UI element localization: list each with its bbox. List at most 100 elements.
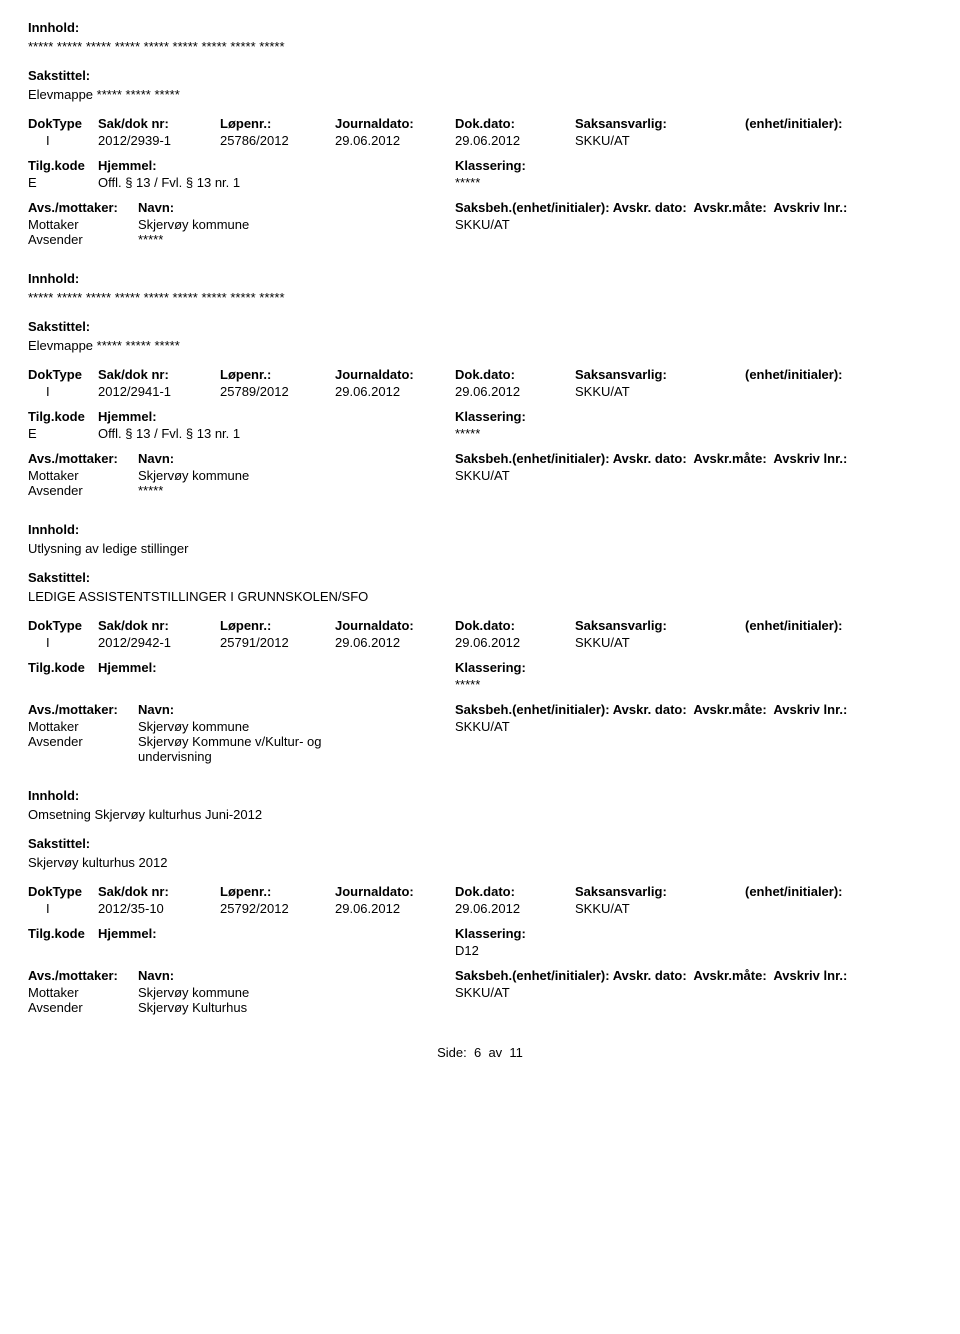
innhold-text: ***** ***** ***** ***** ***** ***** ****…	[28, 290, 932, 305]
meta-header: DokType Sak/dok nr: Løpenr.: Journaldato…	[28, 618, 932, 633]
mottaker-label: Mottaker	[28, 985, 138, 1000]
hjemmel-value	[98, 943, 455, 958]
record: Innhold: Utlysning av ledige stillinger …	[28, 522, 932, 764]
innhold-label: Innhold:	[28, 522, 932, 537]
tilgkode-label: Tilg.kode	[28, 926, 98, 941]
klassering-value: D12	[455, 943, 932, 958]
avsender-navn: *****	[138, 483, 455, 498]
avskrmate-label: Avskr.måte:	[693, 968, 766, 983]
avskrdato-label: Avskr. dato:	[613, 451, 687, 466]
enhet-value	[745, 384, 932, 399]
saksbeh-header: Saksbeh.(enhet/initialer): Avskr. dato: …	[455, 702, 932, 717]
page: Innhold: ***** ***** ***** ***** ***** *…	[0, 0, 960, 1080]
avs-header: Avs./mottaker: Navn: Saksbeh.(enhet/init…	[28, 200, 932, 215]
mottaker-navn: Skjervøy kommune	[138, 719, 455, 734]
saksansvarlig-value: SKKU/AT	[575, 635, 745, 650]
meta-header: DokType Sak/dok nr: Løpenr.: Journaldato…	[28, 116, 932, 131]
doktype-value: I	[28, 384, 98, 399]
dokdato-label: Dok.dato:	[455, 367, 575, 382]
saksbeh-label: Saksbeh.(enhet/initialer):	[455, 451, 610, 466]
lopenr-value: 25792/2012	[220, 901, 335, 916]
hjemmel-value: Offl. § 13 / Fvl. § 13 nr. 1	[98, 426, 455, 441]
innhold-text: Omsetning Skjervøy kulturhus Juni-2012	[28, 807, 932, 822]
journaldato-label: Journaldato:	[335, 884, 455, 899]
enhet-value	[745, 901, 932, 916]
klassering-label: Klassering:	[455, 158, 932, 173]
sakdok-label: Sak/dok nr:	[98, 367, 220, 382]
sakstittel-label: Sakstittel:	[28, 570, 932, 585]
hjemmel-value	[98, 677, 455, 692]
avsender-navn: *****	[138, 232, 455, 247]
dokdato-value: 29.06.2012	[455, 635, 575, 650]
saksbeh-label: Saksbeh.(enhet/initialer):	[455, 200, 610, 215]
mottaker-navn: Skjervøy kommune	[138, 985, 455, 1000]
lopenr-value: 25786/2012	[220, 133, 335, 148]
saksbeh-value: SKKU/AT	[455, 468, 932, 483]
innhold-label: Innhold:	[28, 20, 932, 35]
journaldato-value: 29.06.2012	[335, 133, 455, 148]
sakstittel-text: Elevmappe ***** ***** *****	[28, 87, 932, 102]
avsender-label: Avsender	[28, 1000, 138, 1015]
sakstittel-label: Sakstittel:	[28, 68, 932, 83]
avs-header: Avs./mottaker: Navn: Saksbeh.(enhet/init…	[28, 968, 932, 983]
saksbeh-value: SKKU/AT	[455, 217, 932, 232]
avsender-line: Avsender *****	[28, 483, 932, 498]
sakdok-value: 2012/2942-1	[98, 635, 220, 650]
avsender-navn: Skjervøy Kulturhus	[138, 1000, 455, 1015]
navn-label: Navn:	[138, 451, 455, 466]
innhold-label: Innhold:	[28, 788, 932, 803]
avsmottaker-label: Avs./mottaker:	[28, 200, 138, 215]
doktype-label: DokType	[28, 618, 98, 633]
journaldato-label: Journaldato:	[335, 618, 455, 633]
saksbeh-label: Saksbeh.(enhet/initialer):	[455, 702, 610, 717]
mottaker-line: Mottaker Skjervøy kommune SKKU/AT	[28, 468, 932, 483]
meta-values: I 2012/35-10 25792/2012 29.06.2012 29.06…	[28, 901, 932, 916]
sakstittel-label: Sakstittel:	[28, 836, 932, 851]
navn-label: Navn:	[138, 702, 455, 717]
avsmottaker-label: Avs./mottaker:	[28, 451, 138, 466]
avs-header: Avs./mottaker: Navn: Saksbeh.(enhet/init…	[28, 702, 932, 717]
lopenr-value: 25789/2012	[220, 384, 335, 399]
tilg-values: D12	[28, 943, 932, 958]
sakstittel-text: Elevmappe ***** ***** *****	[28, 338, 932, 353]
record: Innhold: Omsetning Skjervøy kulturhus Ju…	[28, 788, 932, 1015]
record: Innhold: ***** ***** ***** ***** ***** *…	[28, 20, 932, 247]
avsmottaker-label: Avs./mottaker:	[28, 968, 138, 983]
dokdato-value: 29.06.2012	[455, 901, 575, 916]
meta-values: I 2012/2942-1 25791/2012 29.06.2012 29.0…	[28, 635, 932, 650]
mottaker-navn: Skjervøy kommune	[138, 468, 455, 483]
klassering-value: *****	[455, 175, 932, 190]
sakdok-value: 2012/35-10	[98, 901, 220, 916]
tilgkode-value: E	[28, 175, 98, 190]
sakdok-value: 2012/2939-1	[98, 133, 220, 148]
journaldato-value: 29.06.2012	[335, 901, 455, 916]
mottaker-label: Mottaker	[28, 217, 138, 232]
avskrdato-label: Avskr. dato:	[613, 702, 687, 717]
sakdok-value: 2012/2941-1	[98, 384, 220, 399]
saksansvarlig-label: Saksansvarlig:	[575, 618, 745, 633]
dokdato-value: 29.06.2012	[455, 133, 575, 148]
tilg-header: Tilg.kode Hjemmel: Klassering:	[28, 409, 932, 424]
mottaker-line: Mottaker Skjervøy kommune SKKU/AT	[28, 985, 932, 1000]
sakdok-label: Sak/dok nr:	[98, 618, 220, 633]
hjemmel-label: Hjemmel:	[98, 926, 455, 941]
dokdato-value: 29.06.2012	[455, 384, 575, 399]
navn-label: Navn:	[138, 200, 455, 215]
sakstittel-text: LEDIGE ASSISTENTSTILLINGER I GRUNNSKOLEN…	[28, 589, 932, 604]
mottaker-label: Mottaker	[28, 468, 138, 483]
enhet-label: (enhet/initialer):	[745, 618, 932, 633]
innhold-text: ***** ***** ***** ***** ***** ***** ****…	[28, 39, 932, 54]
saksbeh-value: SKKU/AT	[455, 985, 932, 1000]
journaldato-value: 29.06.2012	[335, 384, 455, 399]
doktype-label: DokType	[28, 884, 98, 899]
avsender-line: Avsender *****	[28, 232, 932, 247]
klassering-label: Klassering:	[455, 926, 932, 941]
enhet-value	[745, 635, 932, 650]
avskrdato-label: Avskr. dato:	[613, 200, 687, 215]
mottaker-navn: Skjervøy kommune	[138, 217, 455, 232]
avskrdato-label: Avskr. dato:	[613, 968, 687, 983]
meta-header: DokType Sak/dok nr: Løpenr.: Journaldato…	[28, 367, 932, 382]
klassering-value: *****	[455, 677, 932, 692]
avsender-line: Avsender Skjervøy Kommune v/Kultur- og u…	[28, 734, 932, 764]
tilgkode-label: Tilg.kode	[28, 158, 98, 173]
